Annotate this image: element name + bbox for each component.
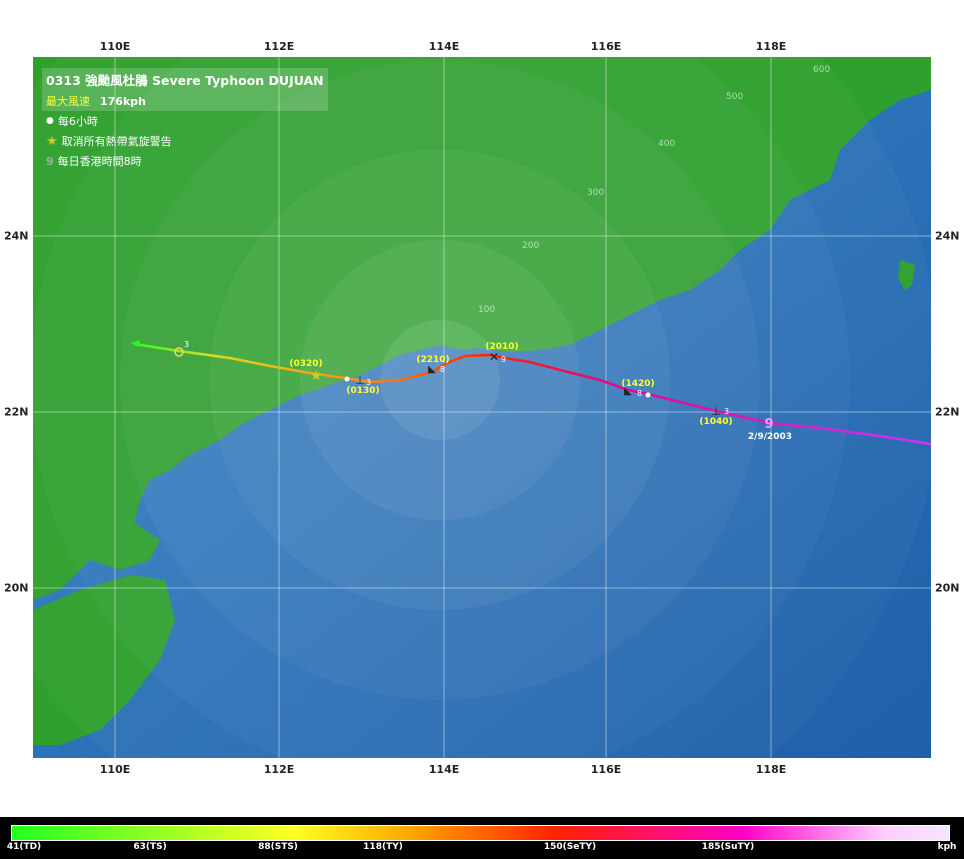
daily-marker-circle [174, 347, 184, 357]
cancel-warning-star-icon: ★ [310, 368, 323, 384]
range-label-500: 500 [726, 92, 743, 102]
legend-daily-label: 每日香港時間8時 [57, 155, 142, 168]
range-label-200: 200 [522, 241, 539, 251]
star-icon: ★ [46, 133, 58, 149]
track-time-label: (0320) [289, 359, 322, 369]
lon-label-118e-bottom: 118E [755, 763, 787, 776]
hainan-island [33, 575, 175, 745]
range-label-600: 600 [813, 65, 830, 75]
max-wind-row: 最大風速 176kph [42, 91, 328, 111]
signal-3-icon: ⊥ [355, 374, 365, 387]
daily-9-icon: 9 [46, 154, 54, 168]
lon-label-110e-bottom: 110E [99, 763, 131, 776]
lat-label-24n: 24N [4, 229, 29, 243]
wind-speed-colorbar: 41(TD) 63(TS) 88(STS) 118(TY) 150(SeTY) … [0, 817, 964, 859]
graticule [33, 57, 931, 758]
taiwan-island [898, 260, 915, 290]
legend-6h-label: 每6小時 [57, 115, 98, 128]
six-hour-dot-icon: ● [46, 116, 54, 126]
typhoon-track-map: 100 200 300 400 500 600 ★ (1040) (1420) … [33, 57, 931, 758]
signal-8-icon: ◣ [624, 386, 632, 397]
track-time-label: (0130) [346, 386, 379, 396]
track-arrow-head [131, 340, 140, 347]
legend-row-daily: 9 每日香港時間8時 [42, 151, 328, 171]
lon-label-116e-bottom: 116E [590, 763, 622, 776]
max-wind-label: 最大風速 [46, 95, 90, 108]
track-time-label: (1420) [621, 379, 654, 389]
hour-mark: 3 [366, 378, 371, 387]
track-time-label: (1040) [699, 417, 732, 427]
start-date-label: 2/9/2003 [748, 432, 792, 442]
lon-label-112e-bottom: 112E [263, 763, 295, 776]
colorbar-tick: 41(TD) [6, 842, 42, 852]
lon-label-116e: 116E [590, 40, 622, 53]
lon-label-114e: 114E [428, 40, 460, 53]
legend-row-6h: ● 每6小時 [42, 111, 328, 131]
signal-8-icon: ◣ [428, 364, 436, 375]
hour-mark: 8 [440, 365, 445, 374]
colorbar-tick: 185(SuTY) [701, 842, 755, 852]
map-legend: 0313 強颱風杜鵑 Severe Typhoon DUJUAN 最大風速 17… [42, 68, 328, 171]
legend-cancel-label: 取消所有熱帶氣旋警告 [61, 135, 172, 148]
range-label-300: 300 [587, 188, 604, 198]
lat-label-22n-right: 22N [935, 405, 960, 419]
lat-label-20n: 20N [4, 581, 29, 595]
max-wind-value: 176kph [100, 94, 146, 108]
hour-mark: 8 [637, 389, 642, 398]
six-hour-point [344, 376, 350, 382]
lon-label-110e: 110E [99, 40, 131, 53]
leizhou-peninsula [90, 470, 140, 560]
signal-3-icon: ⊥ [711, 405, 721, 418]
colorbar-tick: 118(TY) [363, 842, 403, 852]
colorbar-gradient [11, 825, 950, 841]
signal-9-icon: ✕ [489, 350, 499, 364]
typhoon-track-line [134, 342, 931, 446]
range-label-400: 400 [658, 139, 675, 149]
lon-label-114e-bottom: 114E [428, 763, 460, 776]
track-time-label: (2010) [485, 342, 518, 352]
colorbar-tick: 63(TS) [133, 842, 167, 852]
lat-label-20n-right: 20N [935, 581, 960, 595]
track-time-label: (2210) [416, 355, 449, 365]
range-label-100: 100 [478, 305, 495, 315]
colorbar-unit: kph [937, 842, 957, 852]
daily-marker: 9 [764, 417, 773, 432]
storm-title: 0313 強颱風杜鵑 Severe Typhoon DUJUAN [42, 68, 328, 91]
mainland-china [33, 57, 931, 600]
six-hour-point [645, 392, 651, 398]
lon-label-112e: 112E [263, 40, 295, 53]
hour-mark: 3 [184, 340, 189, 349]
legend-row-cancel: ★ 取消所有熱帶氣旋警告 [42, 131, 328, 151]
hour-mark: 3 [724, 407, 729, 416]
hour-mark: 9 [501, 355, 506, 364]
lon-label-118e: 118E [755, 40, 787, 53]
colorbar-tick: 150(SeTY) [543, 842, 597, 852]
lat-label-22n: 22N [4, 405, 29, 419]
lat-label-24n-right: 24N [935, 229, 960, 243]
colorbar-tick: 88(STS) [258, 842, 298, 852]
